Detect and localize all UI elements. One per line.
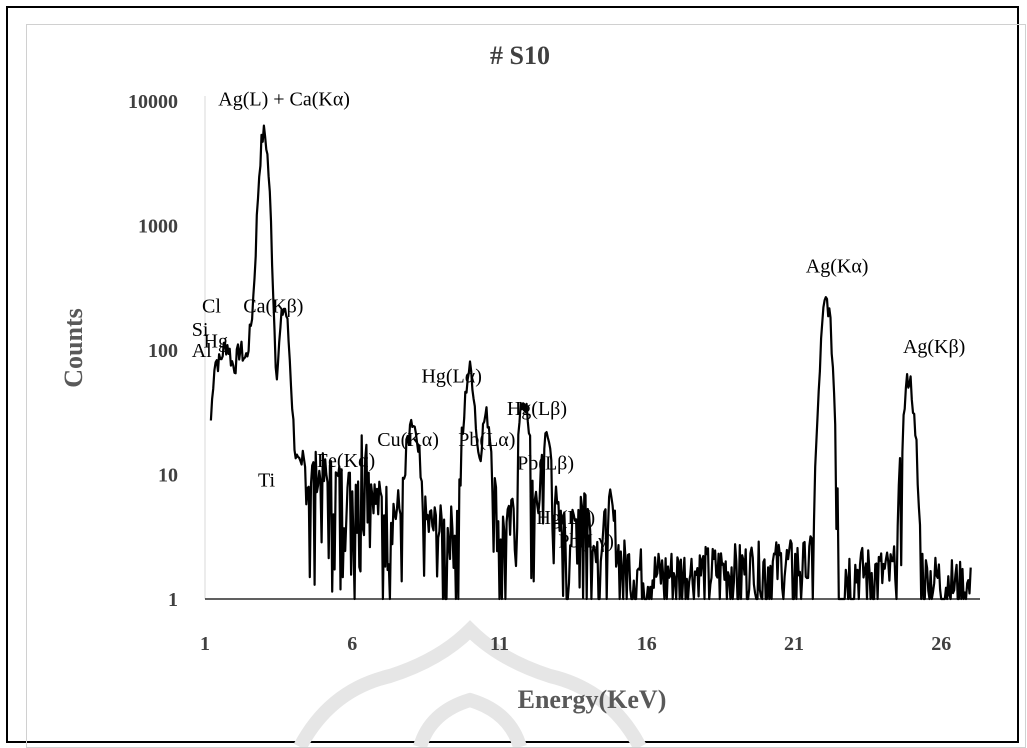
y-tick-label: 100 [148,340,178,362]
x-tick-label: 26 [931,633,951,655]
peak-label: Pb(Lβ) [517,452,574,474]
chart-title: # S10 [490,41,550,70]
spectrum-line [209,124,972,601]
watermark-logo [293,620,647,747]
y-tick-label: 1 [168,589,178,611]
peak-label: Hg(Lγ) [536,507,595,529]
x-tick-labels: 1 6 11 16 21 26 [200,633,951,655]
peak-label: Pb(Lγ) [558,530,614,552]
y-tick-labels: 1 10 100 1000 10000 [128,91,178,611]
peak-label: Fe(Kα) [317,450,375,472]
peak-label: Ag(Kα) [806,255,869,277]
peak-label: Ca(Kβ) [243,296,303,318]
peak-label: Ag(L) + Ca(Kα) [218,89,350,111]
x-tick-label: 16 [637,633,657,655]
peak-label: Pb(Lα) [458,429,515,451]
y-tick-label: 10000 [128,91,178,113]
peak-label: Hg(Lα) [421,365,481,387]
peak-label: Cu(Kα) [377,429,439,451]
x-axis-label: Energy(KeV) [518,685,667,714]
y-tick-label: 1000 [138,216,178,238]
x-tick-label: 1 [200,633,210,655]
x-tick-label: 11 [490,633,509,655]
peak-label: Cl [202,296,221,318]
x-tick-label: 6 [347,633,357,655]
peak-label: Al [192,340,212,362]
peak-label: Ag(Kβ) [903,336,965,358]
y-tick-label: 10 [158,465,178,487]
peak-label: Hg(Lβ) [507,398,567,420]
peak-label: Hg [204,330,228,352]
peak-label: Si [192,319,209,341]
peak-label: Ti [258,470,276,492]
x-tick-label: 21 [784,633,804,655]
y-axis-label: Counts [59,308,88,387]
